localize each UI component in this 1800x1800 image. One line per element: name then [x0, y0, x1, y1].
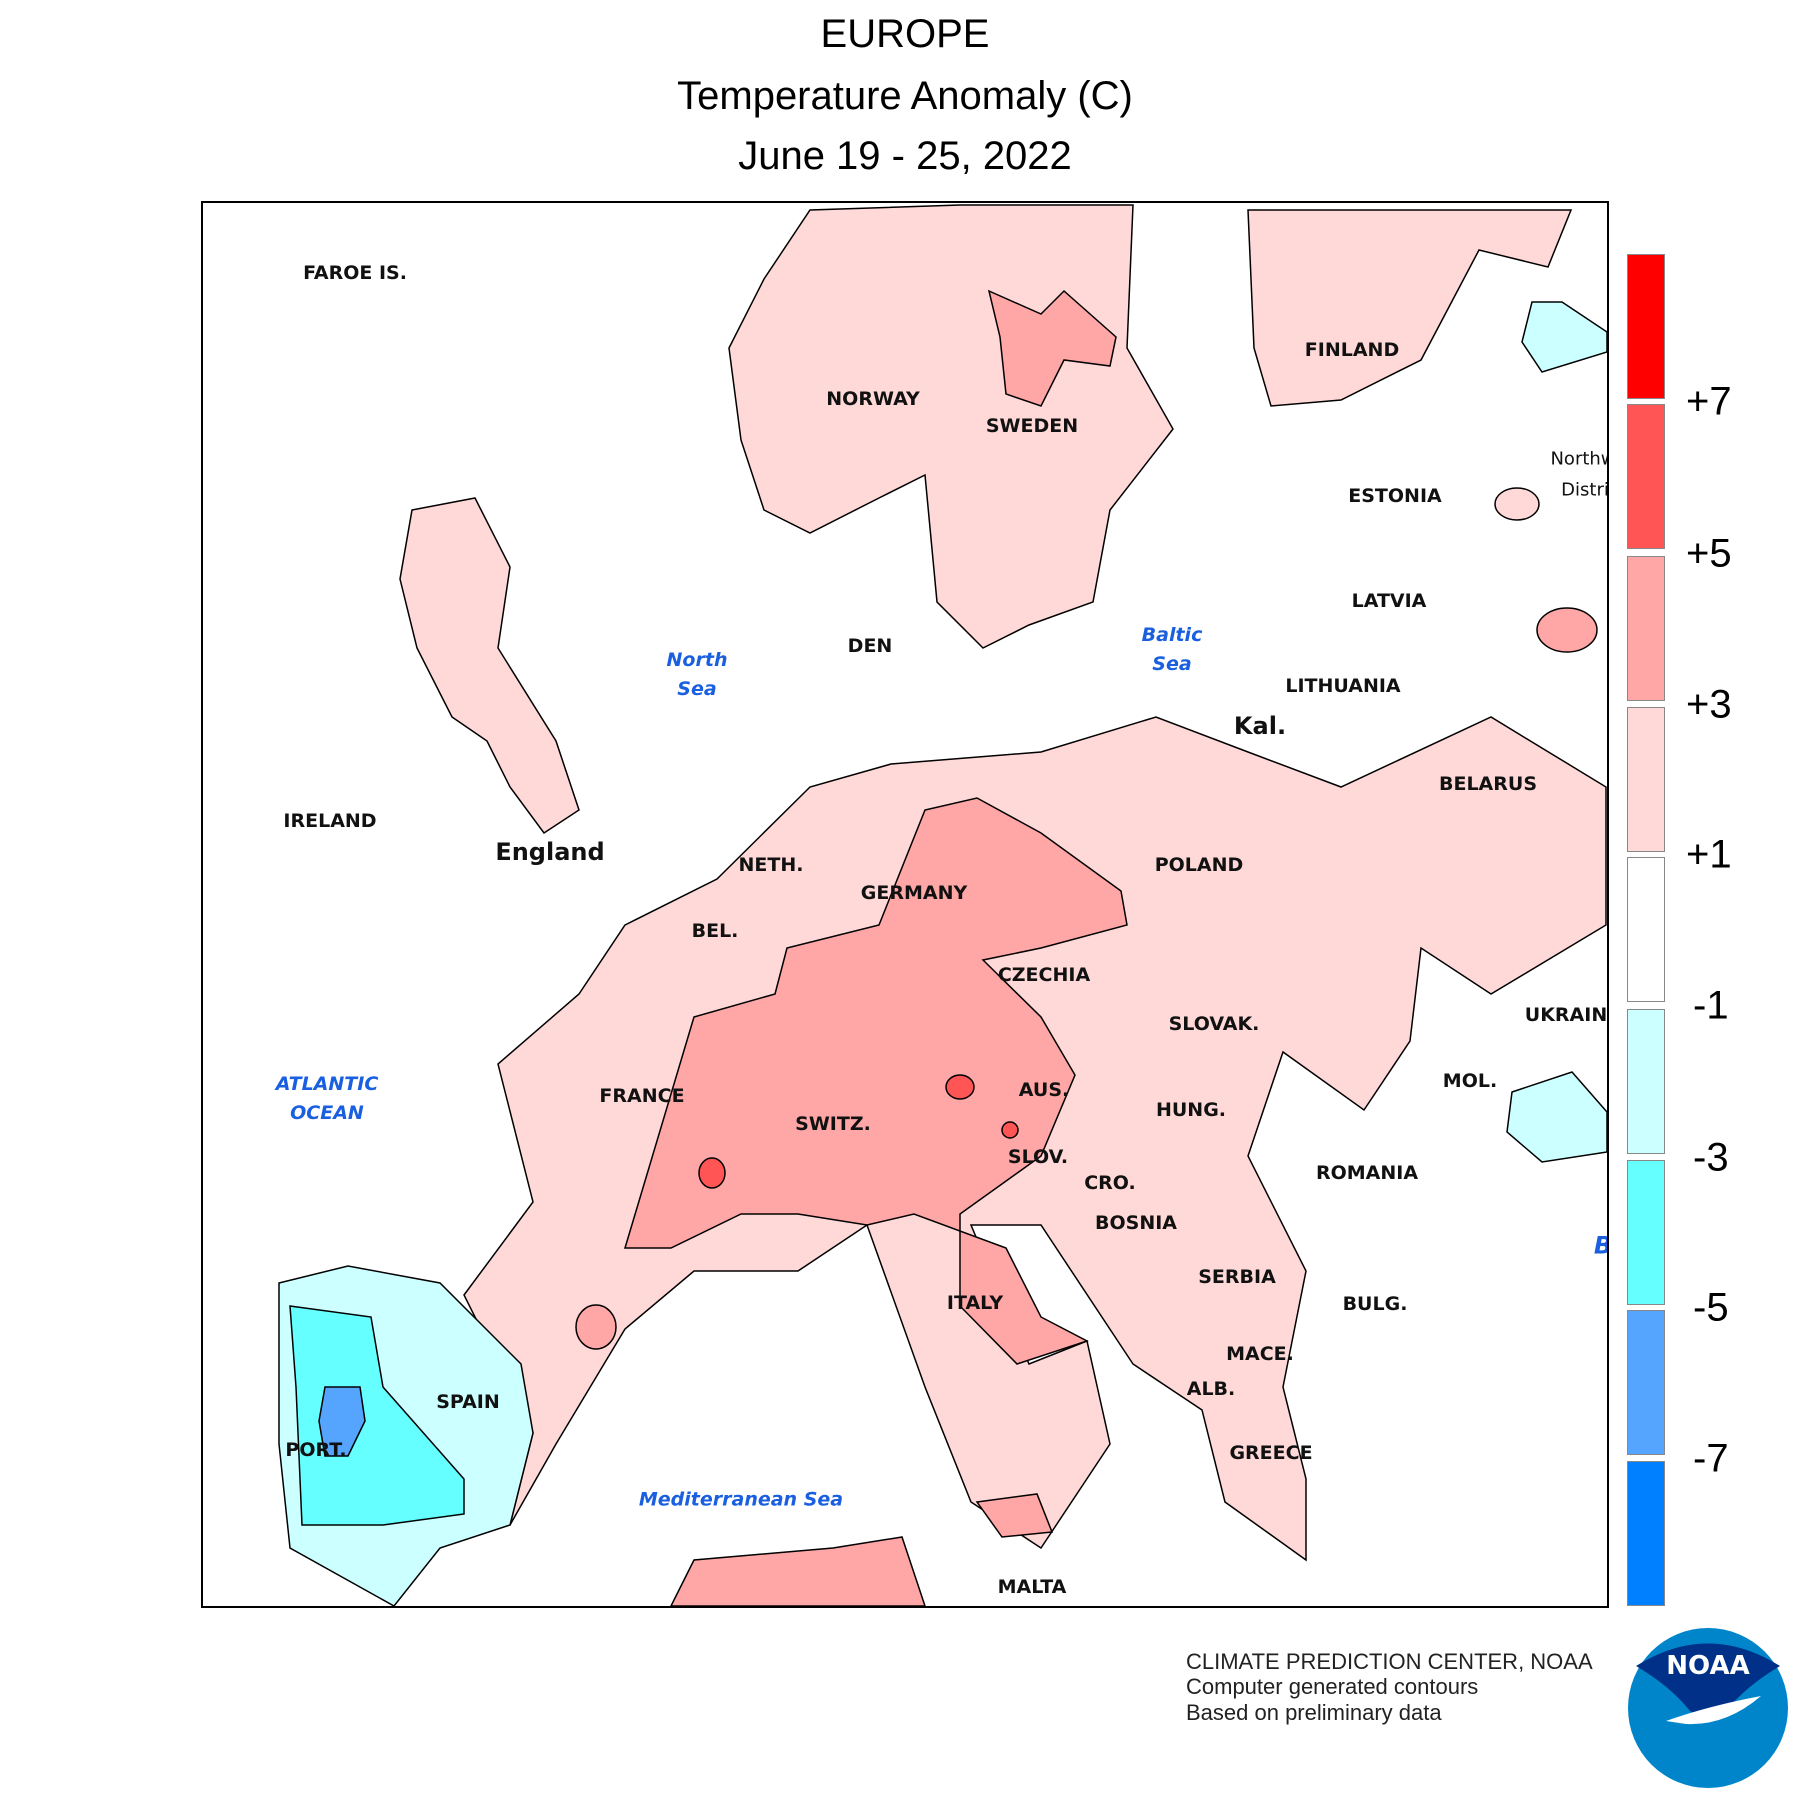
legend-label: -5 — [1693, 1285, 1729, 1330]
label-mediterranean: Mediterranean Sea — [638, 1488, 844, 1511]
label-sweden: SWEDEN — [985, 415, 1079, 437]
map-region-title: EUROPE — [820, 12, 990, 56]
label-slovenia: SLOV. — [1007, 1146, 1069, 1168]
label-ireland: IRELAND — [283, 810, 377, 832]
region-minus1-kola — [1521, 301, 1607, 373]
legend-swatch-plus7 — [1627, 254, 1665, 399]
legend-swatch-minus5 — [1627, 1310, 1665, 1455]
legend-swatch-minus3 — [1627, 1160, 1665, 1305]
label-latvia: LATVIA — [1351, 590, 1427, 612]
sea-name-line: ATLANTIC — [275, 1073, 379, 1095]
region-plus3-africa — [670, 1536, 926, 1606]
label-portugal: PORT. — [285, 1439, 347, 1461]
label-finland: FINLAND — [1304, 339, 1400, 361]
sea-name-line: North — [666, 649, 728, 671]
label-north-sea: North Sea — [667, 646, 728, 704]
legend-label: +7 — [1686, 379, 1732, 424]
sea-name-line: OCEAN — [290, 1102, 364, 1124]
region-plus3-belarus-east — [1536, 607, 1598, 653]
label-romania: ROMANIA — [1315, 1162, 1419, 1184]
sea-name-line: Sea — [677, 678, 717, 700]
legend-label: +5 — [1686, 531, 1732, 576]
label-macedonia: MACE. — [1226, 1343, 1294, 1365]
label-lithuania: LITHUANIA — [1285, 675, 1401, 697]
label-kaliningrad: Kal. — [1233, 712, 1287, 740]
region-plus3-alps — [623, 797, 1128, 1365]
region-plus3-sicily — [975, 1493, 1054, 1538]
region-plus5-france — [698, 1157, 726, 1189]
region-plus1-finland — [1247, 209, 1573, 407]
label-atlantic: ATLANTIC OCEAN — [276, 1070, 379, 1128]
label-germany: GERMANY — [860, 882, 968, 904]
legend-swatch-neutral — [1627, 857, 1665, 1002]
label-bosnia: BOSNIA — [1095, 1212, 1177, 1234]
region-plus3-spain — [575, 1304, 617, 1350]
label-hungary: HUNG. — [1155, 1099, 1227, 1121]
label-ukraine: UKRAIN — [1524, 1004, 1608, 1026]
legend-swatch-plus5 — [1627, 404, 1665, 549]
legend-label: -1 — [1693, 983, 1729, 1028]
label-malta: MALTA — [997, 1576, 1067, 1598]
label-district: Distri — [1561, 479, 1609, 501]
label-spain: SPAIN — [436, 1391, 500, 1413]
legend-label: -3 — [1693, 1135, 1729, 1180]
label-slovakia: SLOVAK. — [1168, 1013, 1260, 1035]
label-estonia: ESTONIA — [1348, 485, 1442, 507]
map-period: June 19 - 25, 2022 — [738, 134, 1072, 178]
label-faroe: FAROE IS. — [303, 262, 407, 284]
legend-label: +1 — [1686, 832, 1732, 877]
legend-label: +3 — [1686, 682, 1732, 727]
label-czechia: CZECHIA — [997, 964, 1091, 986]
sea-name-line: Sea — [1152, 653, 1192, 675]
anomaly-map: FAROE IS. NORWAY SWEDEN FINLAND ESTONIA … — [201, 201, 1609, 1608]
label-france: FRANCE — [599, 1085, 685, 1107]
label-northwest: Northw — [1550, 448, 1607, 470]
sea-name-line: Baltic — [1141, 624, 1203, 646]
label-switzerland: SWITZ. — [795, 1113, 871, 1135]
map-title: Temperature Anomaly (C) — [677, 74, 1133, 118]
label-baltic-sea: Baltic Sea — [1142, 621, 1203, 679]
region-minus3-iberia — [289, 1305, 465, 1526]
legend-label: -7 — [1693, 1436, 1729, 1481]
footer-note: Based on preliminary data — [1186, 1700, 1442, 1725]
legend-swatch-minus1 — [1627, 1009, 1665, 1154]
noaa-logo-bird — [1666, 1696, 1761, 1725]
legend-swatch-plus3 — [1627, 556, 1665, 701]
region-plus1-scandinavia — [728, 204, 1174, 649]
label-croatia: CRO. — [1084, 1172, 1136, 1194]
label-belarus: BELARUS — [1438, 773, 1538, 795]
label-greece: GREECE — [1229, 1442, 1313, 1464]
region-minus5-portugal — [318, 1386, 366, 1457]
noaa-logo-text: NOAA — [1666, 1651, 1749, 1681]
label-austria: AUS. — [1018, 1079, 1070, 1101]
region-plus5-austria — [945, 1074, 975, 1100]
region-minus1-ukraine — [1506, 1071, 1607, 1163]
region-plus5-slovenia — [1001, 1121, 1019, 1139]
label-bulgaria: BULG. — [1342, 1293, 1408, 1315]
label-norway: NORWAY — [826, 388, 920, 410]
label-denmark: DEN — [847, 635, 893, 657]
region-plus1-northwest — [1494, 487, 1540, 521]
label-netherlands: NETH. — [738, 854, 804, 876]
label-england: England — [495, 838, 605, 866]
anomaly-contours — [278, 204, 1607, 1606]
region-plus3-sweden — [987, 289, 1117, 407]
label-serbia: SERBIA — [1198, 1266, 1276, 1288]
label-black-sea: B — [1594, 1232, 1607, 1261]
label-moldova: MOL. — [1442, 1070, 1498, 1092]
noaa-logo-sky — [1636, 1643, 1780, 1716]
footer-note: Computer generated contours — [1186, 1674, 1479, 1699]
noaa-logo: NOAA — [1628, 1628, 1788, 1788]
label-belgium: BEL. — [691, 920, 739, 942]
legend-swatch-plus1 — [1627, 707, 1665, 852]
footer-source: CLIMATE PREDICTION CENTER, NOAA — [1186, 1649, 1593, 1674]
legend-swatch-minus7 — [1627, 1461, 1665, 1606]
label-italy: ITALY — [946, 1292, 1004, 1314]
region-plus1-britain — [399, 497, 580, 835]
label-albania: ALB. — [1186, 1378, 1236, 1400]
label-poland: POLAND — [1154, 854, 1244, 876]
